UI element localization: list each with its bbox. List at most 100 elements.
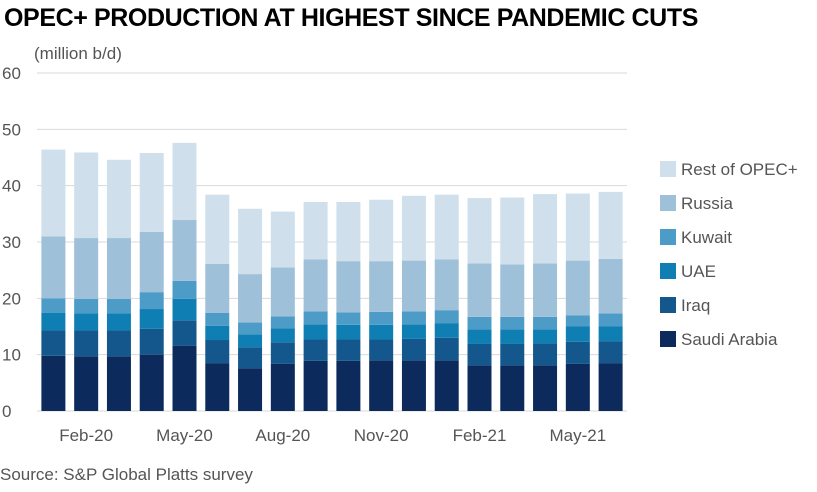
bar-segment (205, 194, 230, 264)
legend-swatch (660, 331, 676, 347)
bar-segment (41, 330, 66, 356)
bar-segment (533, 263, 558, 317)
x-tick-label: Feb-20 (59, 426, 113, 445)
bar-segment (238, 274, 263, 323)
bar-segment (401, 360, 426, 411)
bar-segment (270, 211, 295, 268)
bar-segment (369, 199, 394, 262)
bar-segment (401, 195, 426, 261)
bar-stack (41, 149, 66, 411)
bar-segment (172, 320, 197, 346)
bar-stack (172, 142, 197, 411)
bar-segment (434, 337, 459, 361)
bar-segment (205, 363, 230, 411)
bar-segment (369, 261, 394, 312)
bar-segment (106, 159, 131, 239)
bar-stack (500, 197, 525, 411)
bar-segment (336, 261, 361, 313)
bar-segment (303, 259, 328, 312)
bar-segment (172, 345, 197, 411)
y-tick-label: 30 (2, 233, 21, 252)
bar-segment (336, 360, 361, 411)
bar-segment (74, 330, 99, 357)
bar-segment (565, 363, 590, 411)
bar-segment (139, 328, 164, 355)
bar-segment (238, 322, 263, 335)
legend-label: UAE (681, 262, 716, 281)
bar-segment (369, 360, 394, 411)
bar-segment (565, 341, 590, 364)
bar-segment (41, 298, 66, 313)
bar-segment (401, 311, 426, 325)
bar-segment (74, 238, 99, 299)
x-tick-label: Nov-20 (354, 426, 409, 445)
bar-segment (434, 360, 459, 411)
legend-item: Saudi Arabia (660, 330, 778, 349)
legend-swatch (660, 297, 676, 313)
bar-segment (434, 259, 459, 311)
legend-swatch (660, 161, 676, 177)
y-tick-label: 0 (2, 402, 11, 421)
bar-segment (336, 312, 361, 325)
bar-segment (500, 264, 525, 317)
bar-segment (172, 220, 197, 281)
bar-segment (106, 238, 131, 299)
bar-segment (41, 149, 66, 237)
legend-label: Kuwait (681, 228, 732, 247)
bar-segment (565, 315, 590, 327)
y-tick-label: 10 (2, 346, 21, 365)
bar-segment (401, 324, 426, 339)
bar-segment (336, 339, 361, 361)
bar-segment (238, 208, 263, 275)
bar-segment (74, 313, 99, 331)
bar-segment (500, 197, 525, 265)
bar-stack (598, 191, 623, 411)
bar-segment (270, 328, 295, 343)
bar-segment (434, 323, 459, 338)
y-axis-ticks: 0 10 20 30 40 50 60 (2, 64, 21, 421)
bar-stack (303, 202, 328, 411)
x-tick-label: May-20 (156, 426, 213, 445)
legend-label: Saudi Arabia (681, 330, 778, 349)
bar-segment (106, 356, 131, 411)
bar-segment (500, 316, 525, 330)
bar-segment (467, 263, 492, 317)
bar-stack (467, 198, 492, 411)
bar-segment (598, 191, 623, 259)
bar-segment (598, 313, 623, 327)
bar-segment (533, 194, 558, 264)
y-tick-label: 50 (2, 120, 21, 139)
bar-segment (205, 325, 230, 341)
bar-segment (106, 313, 131, 331)
legend-item: UAE (660, 262, 716, 281)
y-tick-label: 60 (2, 64, 21, 83)
bar-segment (139, 354, 164, 411)
bar-segment (74, 356, 99, 411)
bar-stack (238, 208, 263, 411)
legend-swatch (660, 195, 676, 211)
bar-segment (303, 339, 328, 361)
bar-segment (238, 334, 263, 348)
bar-segment (467, 343, 492, 366)
legend-label: Iraq (681, 296, 710, 315)
bar-segment (533, 316, 558, 330)
bar-segment (303, 324, 328, 340)
bar-segment (598, 363, 623, 411)
bar-segment (238, 368, 263, 411)
bar-segment (533, 365, 558, 411)
legend: Rest of OPEC+ Russia Kuwait UAE Iraq Saudi Ar… (660, 160, 798, 349)
bar-stack (205, 194, 230, 411)
bar-segment (467, 329, 492, 344)
bar-segment (303, 311, 328, 325)
bar-segment (565, 326, 590, 342)
bar-segment (369, 311, 394, 325)
bar-segment (139, 292, 164, 310)
bar-segment (172, 142, 197, 221)
bar-segment (336, 202, 361, 262)
legend-label: Rest of OPEC+ (681, 160, 798, 179)
bar-segment (598, 326, 623, 342)
bar-segment (467, 198, 492, 264)
bar-stack (565, 193, 590, 411)
chart-title: OPEC+ PRODUCTION AT HIGHEST SINCE PANDEM… (4, 4, 698, 32)
bar-segment (336, 324, 361, 340)
